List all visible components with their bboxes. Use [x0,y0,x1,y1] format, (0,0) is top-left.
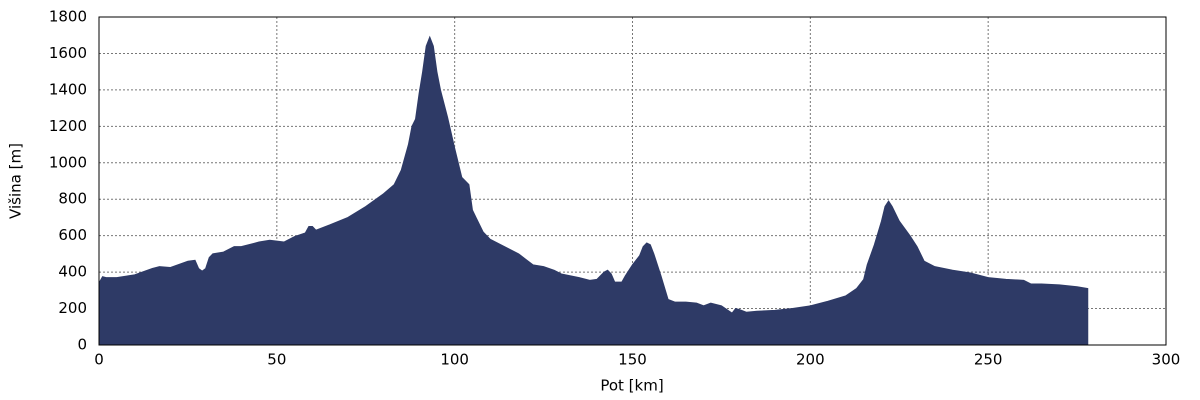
y-tick-label: 1200 [49,117,87,135]
y-tick-label: 400 [58,263,87,281]
x-tick-label: 0 [94,351,104,369]
y-tick-label: 1000 [49,153,87,171]
y-tick-label: 0 [77,336,87,354]
x-tick-label: 250 [974,351,1003,369]
x-tick-label: 300 [1152,351,1181,369]
y-tick-label: 200 [58,299,87,317]
x-tick-label: 100 [440,351,469,369]
y-tick-label: 1400 [49,80,87,98]
plot-frame [98,16,1167,346]
y-axis-label: Višina [m] [7,143,25,219]
x-tick-label: 150 [618,351,647,369]
y-tick-label: 1600 [49,44,87,62]
x-tick-label: 50 [267,351,286,369]
x-tick-label: 200 [796,351,825,369]
y-tick-label: 800 [58,190,87,208]
y-tick-label: 600 [58,226,87,244]
y-tick-label: 1800 [49,8,87,26]
x-axis-label: Pot [km] [600,377,663,395]
area [98,35,1089,346]
